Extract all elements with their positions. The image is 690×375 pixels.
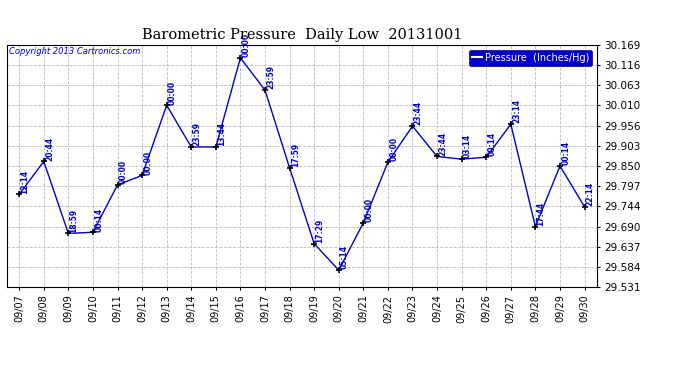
- Text: 00:00: 00:00: [119, 160, 128, 184]
- Point: [137, 172, 148, 178]
- Point: [38, 158, 49, 164]
- Point: [63, 230, 74, 236]
- Text: 23:59: 23:59: [266, 65, 275, 89]
- Text: 17:29: 17:29: [315, 219, 324, 243]
- Text: 13:44: 13:44: [217, 122, 226, 146]
- Point: [112, 182, 123, 188]
- Text: 17:59: 17:59: [290, 143, 300, 167]
- Point: [235, 55, 246, 61]
- Text: 00:14: 00:14: [94, 207, 104, 231]
- Point: [186, 144, 197, 150]
- Point: [481, 154, 492, 160]
- Point: [14, 191, 25, 197]
- Text: 00:14: 00:14: [561, 141, 570, 165]
- Text: 23:44: 23:44: [438, 132, 447, 156]
- Text: 23:14: 23:14: [512, 99, 521, 123]
- Title: Barometric Pressure  Daily Low  20131001: Barometric Pressure Daily Low 20131001: [141, 28, 462, 42]
- Point: [382, 159, 393, 165]
- Text: 17:44: 17:44: [537, 202, 546, 226]
- Text: Copyright 2013 Cartronics.com: Copyright 2013 Cartronics.com: [10, 47, 141, 56]
- Point: [308, 241, 319, 247]
- Text: 23:59: 23:59: [193, 122, 201, 146]
- Point: [456, 156, 467, 162]
- Point: [358, 220, 369, 226]
- Text: 18:59: 18:59: [70, 209, 79, 232]
- Text: 00:00: 00:00: [364, 198, 373, 222]
- Text: 00:00: 00:00: [389, 137, 398, 161]
- Text: 20:44: 20:44: [45, 136, 54, 160]
- Text: 00:14: 00:14: [487, 132, 497, 156]
- Point: [210, 144, 221, 150]
- Text: 00:00: 00:00: [241, 33, 250, 57]
- Point: [259, 87, 270, 93]
- Point: [505, 121, 516, 127]
- Legend: Pressure  (Inches/Hg): Pressure (Inches/Hg): [469, 50, 592, 66]
- Point: [333, 267, 344, 273]
- Point: [431, 153, 442, 159]
- Text: 23:44: 23:44: [414, 101, 423, 125]
- Point: [407, 123, 418, 129]
- Point: [88, 229, 99, 235]
- Text: 22:14: 22:14: [586, 182, 595, 206]
- Point: [579, 204, 590, 210]
- Text: 05:14: 05:14: [340, 245, 349, 269]
- Text: 00:00: 00:00: [168, 80, 177, 105]
- Point: [161, 102, 172, 108]
- Text: 03:14: 03:14: [463, 134, 472, 158]
- Point: [530, 224, 541, 230]
- Point: [284, 165, 295, 171]
- Text: 00:00: 00:00: [144, 150, 152, 175]
- Text: 12:14: 12:14: [21, 170, 30, 194]
- Point: [555, 163, 566, 169]
